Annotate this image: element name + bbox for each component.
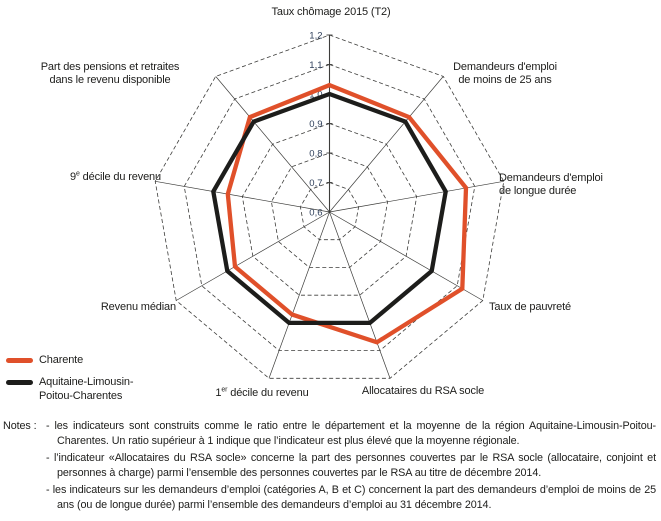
axis-spoke bbox=[329, 211, 483, 301]
axis-label-premier-decile-revenu: 1er décile du revenu bbox=[215, 386, 309, 399]
axis-label-taux-de-pauvrete: Taux de pauvreté bbox=[489, 301, 571, 313]
axis-label-part-pensions-retraites: Part des pensions et retraites dans le re… bbox=[40, 61, 180, 86]
charente-line-swatch bbox=[6, 358, 33, 363]
axis-spoke bbox=[155, 180, 330, 213]
grid-ring bbox=[299, 182, 360, 241]
grid-ring bbox=[241, 123, 418, 296]
axis-spoke bbox=[268, 211, 330, 379]
axis-label-neuvieme-decile-revenu: 9e décile du revenu bbox=[70, 170, 161, 183]
axis-spoke bbox=[329, 211, 391, 379]
radial-tick-label: 0,7 bbox=[309, 178, 322, 189]
note-ratio-definition: - les indicateurs sont construits comme … bbox=[46, 420, 656, 447]
axis-label-taux-chomage: Taux chômage 2015 (T2) bbox=[271, 6, 391, 18]
grid-ring bbox=[270, 152, 389, 268]
legend-label-region: Aquitaine-Limousin-Poitou-Charentes bbox=[39, 376, 134, 402]
grid-ring bbox=[154, 34, 505, 379]
axis-spoke bbox=[329, 180, 504, 213]
region-line-swatch bbox=[6, 380, 33, 385]
note-rsa-definition: - l’indicateur «Allocataires du RSA socl… bbox=[46, 452, 656, 479]
radial-tick-label: 0,8 bbox=[309, 149, 322, 160]
axis-spoke bbox=[176, 211, 330, 301]
legend-item-region: Aquitaine-Limousin-Poitou-Charentes bbox=[6, 375, 161, 403]
radial-tick-label: 1,1 bbox=[309, 60, 322, 71]
note-demandeurs-definition: - les indicateurs sur les demandeurs d’e… bbox=[46, 484, 656, 511]
radial-tick-label: 0,9 bbox=[309, 119, 322, 130]
legend: Charente Aquitaine-Limousin-Poitou-Chare… bbox=[6, 353, 161, 411]
axis-label-demandeurs-moins-25-ans: Demandeurs d'emploi de moins de 25 ans bbox=[453, 61, 557, 86]
radial-tick-label: 1,0 bbox=[309, 90, 322, 101]
series-region-line bbox=[211, 91, 448, 326]
series-charente-line bbox=[225, 82, 469, 345]
notes-items: - les indicateurs sont construits comme … bbox=[3, 419, 656, 513]
radial-tick-label: 1,2 bbox=[309, 31, 322, 42]
axis-label-demandeurs-longue-duree: Demandeurs d'emploi de longue durée bbox=[499, 172, 603, 197]
axis-label-revenu-median: Revenu médian bbox=[100, 301, 176, 313]
notes-label: Notes : bbox=[3, 420, 37, 432]
axis-spoke bbox=[329, 76, 444, 213]
radial-tick-label: 0,6 bbox=[309, 208, 322, 219]
legend-item-charente: Charente bbox=[6, 353, 161, 367]
axis-label-allocataires-rsa-socle: Allocataires du RSA socle bbox=[361, 385, 485, 397]
legend-label-charente: Charente bbox=[39, 354, 84, 366]
radar-chart: 0,6 0,7 0,8 0,9 1,0 1,1 1,2 bbox=[154, 31, 505, 379]
notes: Notes : - les indicateurs sont construit… bbox=[3, 419, 656, 515]
axis-spoke bbox=[215, 76, 330, 213]
